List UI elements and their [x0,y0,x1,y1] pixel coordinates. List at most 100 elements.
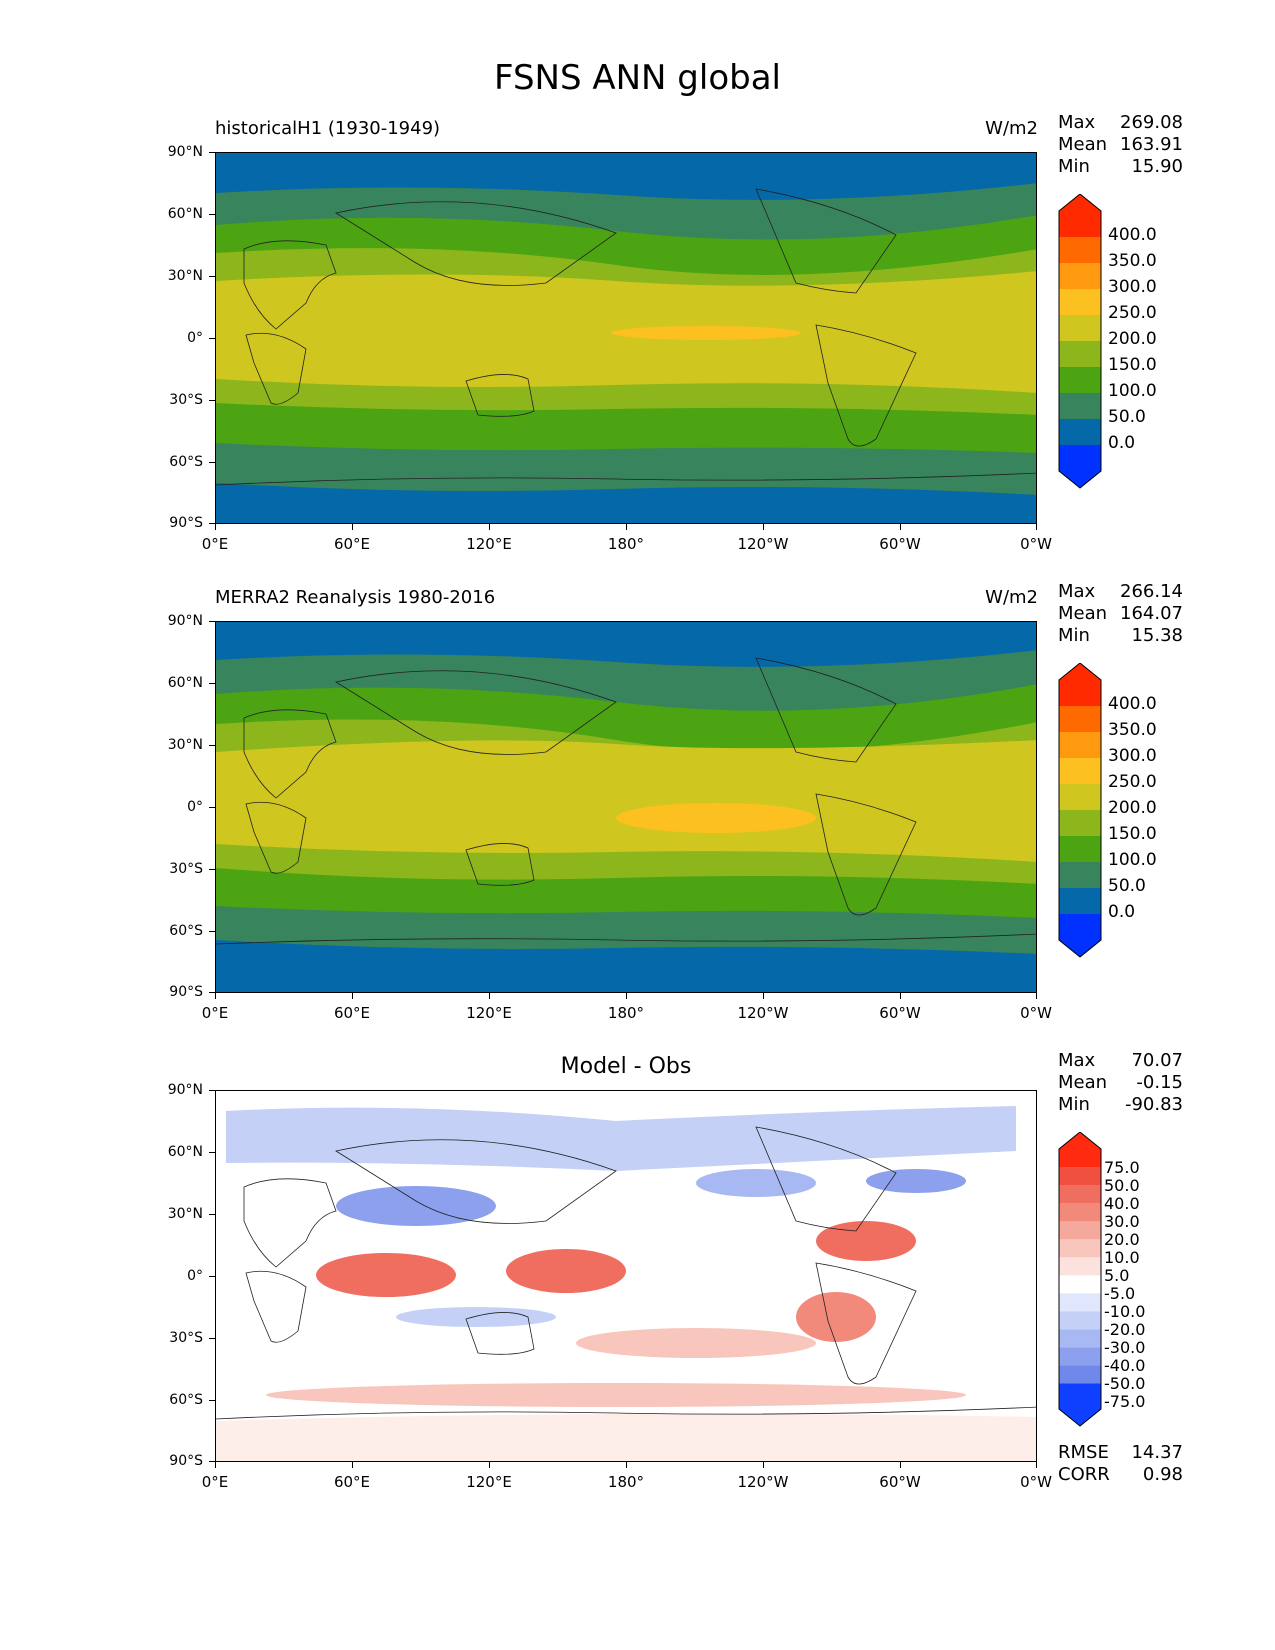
map-obs-field [215,621,1037,993]
stat-mean-label: Mean [1058,134,1108,155]
ytick-label: 30°N [167,737,203,753]
colorbar-label: 350.0 [1108,720,1157,740]
rmse-label: RMSE [1058,1442,1109,1463]
xtick-label: 0°W [1020,1004,1052,1022]
stat-max-label: Max [1058,581,1096,602]
panel-diff: Model - Obs Max 70.07 Mean -0.15 Min -90.83 [0,0,1275,1491]
colorbar-label: 100.0 [1108,381,1157,401]
xtick-label: 120°E [466,1473,512,1491]
stat-mean-value: -0.15 [1136,1072,1183,1093]
colorbar-label: 20.0 [1104,1230,1140,1249]
stat-mean-value: 164.07 [1120,603,1183,624]
ytick-label: 30°S [169,392,203,408]
stat-min-value: -90.83 [1124,1094,1183,1115]
colorbar-label: -5.0 [1104,1284,1136,1303]
xtick-label: 120°E [466,535,512,553]
colorbar-label: -75.0 [1104,1392,1146,1411]
colorbar-label: 5.0 [1104,1266,1130,1285]
colorbar-label: 40.0 [1104,1194,1140,1213]
stat-min-label: Min [1058,1094,1090,1115]
colorbar-label: 150.0 [1108,824,1157,844]
ytick-label: 60°N [167,675,203,691]
stat-mean-value: 163.91 [1120,134,1183,155]
xtick-label: 180° [607,1004,645,1022]
stat-max-label: Max [1058,112,1096,133]
colorbar-label: -40.0 [1104,1356,1146,1375]
xtick-label: 60°W [879,1473,921,1491]
ytick-label: 60°N [167,206,203,222]
xtick-label: 60°E [333,535,371,553]
ytick-label: 0° [187,1268,203,1284]
units-label: W/m2 [985,118,1038,139]
colorbar-label: 250.0 [1108,303,1157,323]
ytick-label: 0° [187,799,203,815]
stat-mean-label: Mean [1058,603,1108,624]
xtick-label: 0°E [201,1473,229,1491]
colorbar-label: 300.0 [1108,277,1157,297]
colorbar-label: 0.0 [1108,902,1136,922]
stat-max-value: 266.14 [1120,581,1183,602]
colorbar-label: 50.0 [1108,407,1146,427]
colorbar-label: 50.0 [1108,876,1146,896]
ytick-label: 30°N [167,268,203,284]
panel-title: Model - Obs [560,1054,692,1079]
xtick-label: 120°W [737,1004,789,1022]
xtick-label: 120°W [737,1473,789,1491]
colorbar-label: 400.0 [1108,225,1157,245]
colorbar-label: 350.0 [1108,251,1157,271]
xtick-label: 60°E [333,1473,371,1491]
stats-box: Max 269.08 Mean 163.91 Min 15.90 [1058,112,1183,178]
ytick-label: 90°N [167,613,203,629]
xtick-label: 60°W [879,535,921,553]
ytick-label: 30°S [169,1330,203,1346]
ytick-label: 60°S [169,923,203,939]
xtick-label: 60°E [333,1004,371,1022]
stat-min-value: 15.90 [1131,156,1183,177]
figure-title: FSNS ANN global [494,58,781,98]
xtick-label: 0°E [201,1004,229,1022]
ytick-label: 90°S [169,1453,203,1469]
ytick-label: 90°N [167,1082,203,1098]
panel-obs: MERRA2 Reanalysis 1980-2016 W/m2 Max 266.… [0,0,1275,1022]
xtick-label: 0°W [1020,535,1052,553]
colorbar-label: 100.0 [1108,850,1157,870]
stat-min-label: Min [1058,156,1090,177]
colorbar-label: -10.0 [1104,1302,1146,1321]
ytick-label: 90°S [169,515,203,531]
panel-title: historicalH1 (1930-1949) [215,118,441,139]
ytick-label: 30°N [167,1206,203,1222]
xtick-label: 0°E [201,535,229,553]
xtick-label: 120°E [466,1004,512,1022]
map-difference [215,1090,1037,1462]
colorbar-label: 250.0 [1108,772,1157,792]
colorbar-field [1058,663,1102,958]
colorbar-diff [1058,1132,1102,1427]
ytick-label: 90°S [169,984,203,1000]
stat-max-label: Max [1058,1050,1096,1071]
colorbar-label: 150.0 [1108,355,1157,375]
panel-model: historicalH1 (1930-1949) W/m2 Max 269.08 … [0,0,1275,553]
map-model-field [215,152,1037,524]
ytick-label: 30°S [169,861,203,877]
colorbar-label: -30.0 [1104,1338,1146,1357]
colorbar-label: 75.0 [1104,1158,1140,1177]
colorbar-label: 30.0 [1104,1212,1140,1231]
colorbar-field [1058,194,1102,489]
colorbar-label: 50.0 [1104,1176,1140,1195]
stat-min-value: 15.38 [1131,625,1183,646]
xtick-label: 0°W [1020,1473,1052,1491]
xtick-label: 60°W [879,1004,921,1022]
colorbar-label: 10.0 [1104,1248,1140,1267]
ytick-label: 90°N [167,144,203,160]
metrics-box: RMSE 14.37 CORR 0.98 [1058,1442,1183,1486]
ytick-label: 60°S [169,1392,203,1408]
stat-mean-label: Mean [1058,1072,1108,1093]
colorbar-label: 400.0 [1108,694,1157,714]
colorbar-label: -20.0 [1104,1320,1146,1339]
stats-box: Max 70.07 Mean -0.15 Min -90.83 [1058,1050,1183,1116]
panel-title: MERRA2 Reanalysis 1980-2016 [215,587,496,608]
colorbar-label: 200.0 [1108,329,1157,349]
stats-box: Max 266.14 Mean 164.07 Min 15.38 [1058,581,1183,647]
colorbar-label: 300.0 [1108,746,1157,766]
stat-min-label: Min [1058,625,1090,646]
